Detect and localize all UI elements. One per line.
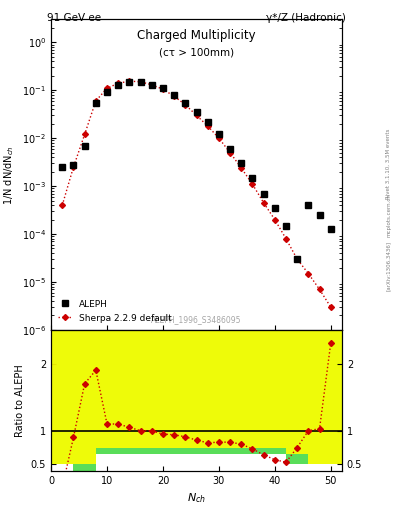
Text: Rivet 3.1.10, 3.5M events: Rivet 3.1.10, 3.5M events (386, 129, 391, 199)
Sherpa 2.2.9 default (239, 165, 244, 171)
ALEPH (228, 146, 232, 152)
Sherpa 2.2.9 default (317, 286, 322, 292)
ALEPH (250, 175, 255, 181)
Text: ALEPH_1996_S3486095: ALEPH_1996_S3486095 (151, 315, 242, 324)
Sherpa 2.2.9 default (228, 150, 232, 156)
Sherpa 2.2.9 default (272, 217, 277, 223)
ALEPH (306, 202, 311, 208)
ALEPH (205, 119, 210, 125)
Text: Charged Multiplicity: Charged Multiplicity (137, 29, 256, 42)
Sherpa 2.2.9 default (116, 80, 121, 87)
Sherpa 2.2.9 default (306, 270, 311, 276)
Line: ALEPH: ALEPH (59, 79, 334, 262)
ALEPH (239, 160, 244, 166)
Sherpa 2.2.9 default (161, 86, 165, 92)
ALEPH (116, 82, 121, 88)
Text: mcplots.cern.ch: mcplots.cern.ch (386, 193, 391, 237)
Sherpa 2.2.9 default (82, 131, 87, 137)
ALEPH (127, 79, 132, 85)
ALEPH (172, 92, 176, 98)
Sherpa 2.2.9 default (172, 93, 176, 99)
Legend: ALEPH, Sherpa 2.2.9 default: ALEPH, Sherpa 2.2.9 default (55, 297, 174, 326)
Sherpa 2.2.9 default (127, 78, 132, 84)
ALEPH (295, 256, 299, 262)
ALEPH (94, 100, 98, 106)
Sherpa 2.2.9 default (261, 200, 266, 206)
Text: 91 GeV ee: 91 GeV ee (47, 13, 101, 23)
Sherpa 2.2.9 default (60, 202, 64, 208)
Sherpa 2.2.9 default (295, 256, 299, 262)
ALEPH (194, 109, 199, 115)
ALEPH (284, 223, 288, 229)
Sherpa 2.2.9 default (183, 101, 188, 108)
ALEPH (105, 90, 109, 96)
ALEPH (161, 85, 165, 91)
Sherpa 2.2.9 default (105, 85, 109, 91)
Y-axis label: Ratio to ALEPH: Ratio to ALEPH (15, 364, 25, 437)
ALEPH (183, 100, 188, 106)
Y-axis label: 1/N dN/dN$_{ch}$: 1/N dN/dN$_{ch}$ (3, 145, 17, 205)
ALEPH (149, 82, 154, 88)
Sherpa 2.2.9 default (205, 123, 210, 129)
Sherpa 2.2.9 default (217, 135, 221, 141)
ALEPH (82, 142, 87, 148)
Text: γ*/Z (Hadronic): γ*/Z (Hadronic) (266, 13, 346, 23)
Sherpa 2.2.9 default (250, 181, 255, 187)
ALEPH (272, 205, 277, 211)
Line: Sherpa 2.2.9 default: Sherpa 2.2.9 default (60, 79, 333, 309)
Sherpa 2.2.9 default (94, 98, 98, 104)
ALEPH (217, 131, 221, 137)
ALEPH (138, 79, 143, 85)
ALEPH (261, 190, 266, 197)
ALEPH (317, 212, 322, 218)
ALEPH (329, 225, 333, 231)
Sherpa 2.2.9 default (138, 79, 143, 85)
ALEPH (60, 164, 64, 170)
Sherpa 2.2.9 default (194, 112, 199, 118)
Sherpa 2.2.9 default (149, 82, 154, 88)
Text: (cτ > 100mm): (cτ > 100mm) (159, 48, 234, 57)
Text: [arXiv:1306.3436]: [arXiv:1306.3436] (386, 241, 391, 291)
Sherpa 2.2.9 default (284, 236, 288, 242)
Sherpa 2.2.9 default (71, 164, 76, 170)
Sherpa 2.2.9 default (329, 304, 333, 310)
X-axis label: $N_{ch}$: $N_{ch}$ (187, 492, 206, 505)
ALEPH (71, 162, 76, 168)
